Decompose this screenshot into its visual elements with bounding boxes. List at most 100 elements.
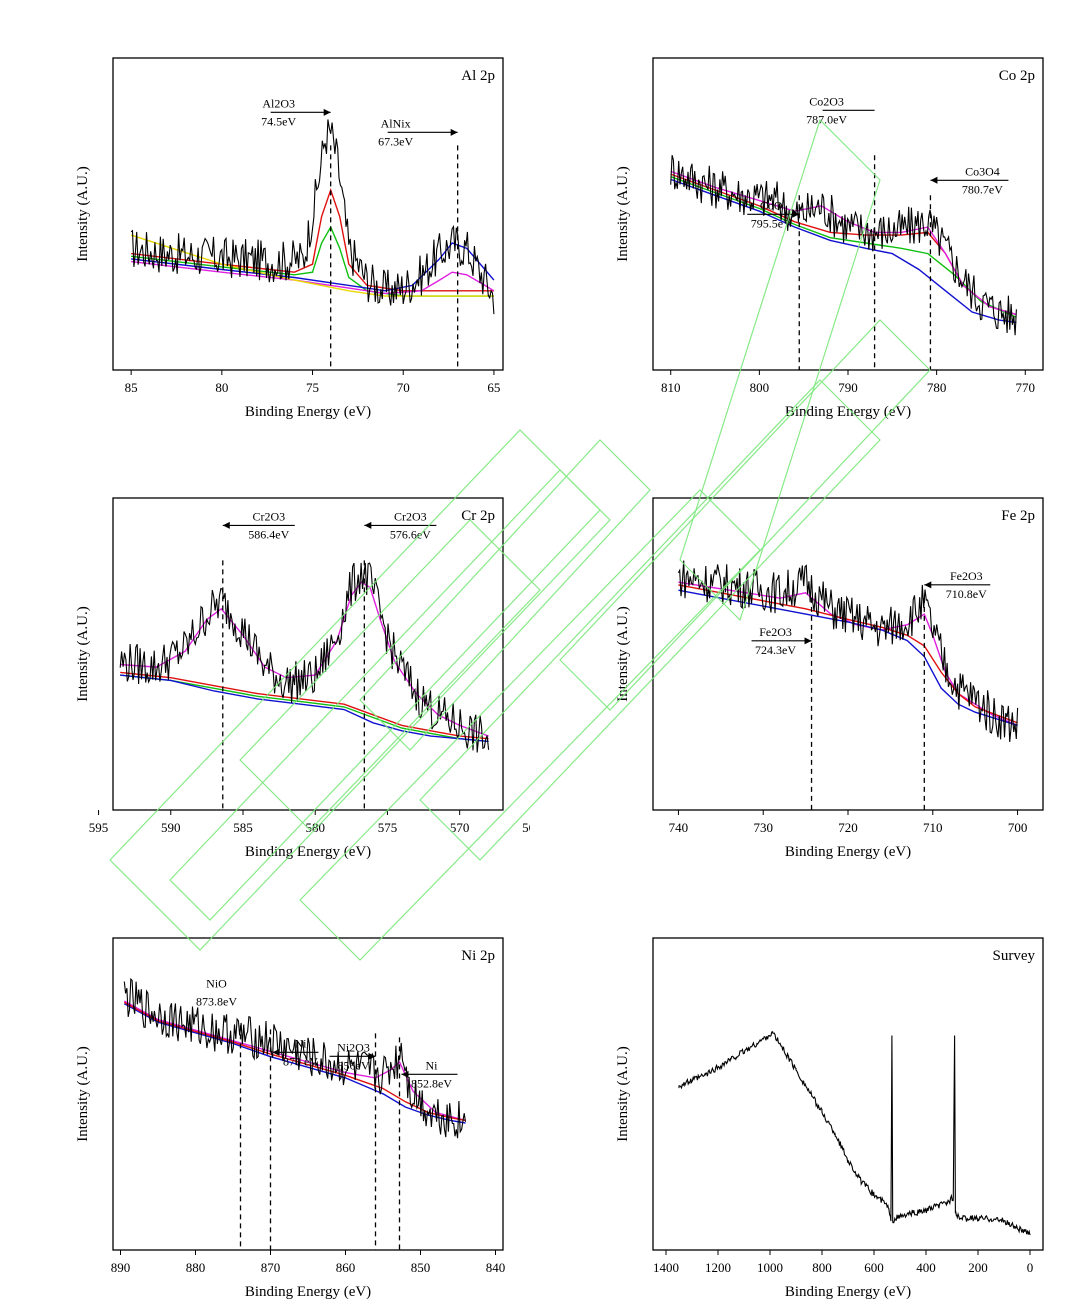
arrow-head [364,521,372,529]
x-tick-label: 740 [669,820,689,835]
x-tick-label: 575 [378,820,398,835]
peak-label: Cr2O3 [394,509,427,523]
x-tick-label: 600 [864,1260,884,1275]
peak-value: 787.0eV [806,112,847,126]
series-line-red [678,584,1018,724]
x-tick-label: 570 [450,820,470,835]
peak-label: Co2O3 [809,94,844,108]
peak-value: 795.5eV [751,216,792,230]
peak-label: CoO [760,198,783,212]
chart-survey: 1400 1200 1000 800 600 400 200 0 Binding Energy … [615,937,1044,1300]
x-tick-label: 780 [927,380,947,395]
x-tick-label: 800 [812,1260,832,1275]
peak-value: 67.3eV [378,134,413,148]
y-axis-label: Intensity (A.U.) [75,1046,91,1141]
series-line-red [131,187,494,292]
plot-frame [112,937,504,1251]
peak-value: 586.4eV [248,527,289,541]
chart-title: Ni 2p [461,948,495,964]
x-tick-label: 75 [306,380,319,395]
x-tick-label: 65 [487,380,500,395]
series-line-black [130,119,495,315]
y-axis-label: Intensity (A.U.) [75,606,91,701]
plot-frame [112,57,504,371]
peak-label: Co3O4 [965,164,1000,178]
peak-value: 576.6eV [390,527,431,541]
y-axis-label: Intensity (A.U.) [615,1046,631,1141]
x-tick-label: 85 [125,380,138,395]
arrow-head [804,637,812,645]
chart-al-2p: 85 80 75 70 65 Binding Energy (eV) Intensity (… [75,57,504,420]
arrow-head [272,1048,280,1056]
x-tick-label: 870 [261,1260,281,1275]
x-tick-label: 1400 [653,1260,679,1275]
series-line-magenta [131,260,495,295]
series-line-black [119,562,490,753]
y-axis-label: Intensity (A.U.) [615,606,631,701]
peak-label: AlNix [381,116,411,130]
x-tick-label: 810 [661,380,681,395]
x-tick-label: 890 [111,1260,131,1275]
x-tick-label: 595 [89,820,109,835]
x-tick-label: 800 [750,380,770,395]
series-line-black [678,1031,1031,1236]
series-line-magenta [678,581,1018,727]
plot-frame [652,57,1044,371]
x-tick-label: 585 [233,820,253,835]
arrow-head [930,176,938,184]
peak-label: Ni [426,1058,439,1072]
x-axis-label: Binding Energy (eV) [785,404,911,420]
arrow-head [368,1052,376,1060]
y-axis-label: Intensity (A.U.) [615,166,631,261]
plot-frame [652,497,1044,811]
x-axis-label: Binding Energy (eV) [245,404,371,420]
series-line-magenta [120,581,489,737]
peak-value: 856eV [338,1058,370,1072]
arrow-head [222,521,230,529]
peak-value: 710.8eV [946,587,987,601]
series-line-red [120,671,489,740]
arrow-head [401,1070,409,1078]
peak-value: 74.5eV [261,114,296,128]
x-tick-label: 580 [305,820,325,835]
x-tick-label: 720 [838,820,858,835]
peak-value: 873.8eV [196,994,237,1008]
x-tick-label: 70 [397,380,410,395]
x-axis-label: Binding Energy (eV) [245,844,371,860]
x-tick-label: 400 [916,1260,936,1275]
chart-title: Survey [993,948,1036,964]
peak-label: Ni [295,1036,308,1050]
series-line-blue [670,178,1017,324]
peak-value: 870 eV [283,1054,318,1068]
x-axis-label: Binding Energy (eV) [245,1284,371,1300]
peak-value: 780.7eV [962,182,1003,196]
peak-label: Fe2O3 [950,569,983,583]
y-axis-label: Intensity (A.U.) [75,166,91,261]
chart-co-2p: 810 800 790 780 770 Binding Energy (eV) Intens… [615,57,1044,420]
x-tick-label: 200 [968,1260,988,1275]
x-tick-label: 710 [923,820,943,835]
chart-title: Co 2p [999,68,1035,84]
chart-title: Al 2p [461,68,495,84]
x-tick-label: 790 [838,380,858,395]
plot-frame [112,497,504,811]
chart-ni-2p: 890 880 870 860 850 840 Binding Energy (eV) Int… [75,937,505,1300]
x-tick-label: 590 [161,820,181,835]
series-line-blue [678,589,1018,727]
arrow-head [323,108,331,116]
x-axis-label: Binding Energy (eV) [785,844,911,860]
peak-value: 852.8eV [411,1076,452,1090]
peak-label: NiO [206,976,227,990]
x-tick-label: 0 [1027,1260,1034,1275]
peak-value: 724.3eV [755,643,796,657]
chart-fe-2p: 740 730 720 710 700 Binding Energy (eV) Intens… [615,497,1044,860]
chart-title: Cr 2p [461,508,495,524]
x-tick-label: 700 [1008,820,1028,835]
x-tick-label: 850 [411,1260,431,1275]
peak-label: Fe2O3 [759,625,792,639]
peak-label: Al2O3 [262,96,295,110]
arrow-head [450,128,458,136]
x-axis-label: Binding Energy (eV) [785,1284,911,1300]
x-tick-label: 1000 [757,1260,783,1275]
x-tick-label: 880 [186,1260,206,1275]
